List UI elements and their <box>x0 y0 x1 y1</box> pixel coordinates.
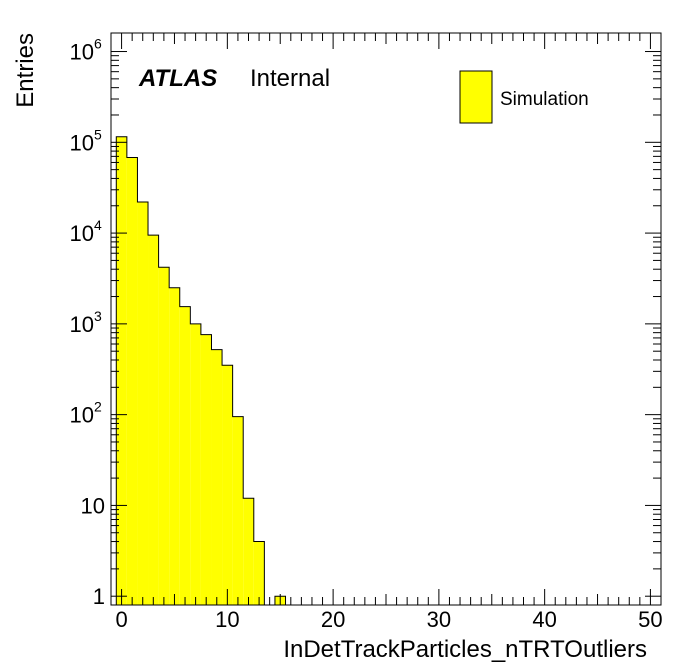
x-tick-label: 40 <box>532 607 556 632</box>
legend-label: Simulation <box>500 89 589 110</box>
y-tick-exponent: 4 <box>94 217 102 233</box>
y-tick-exponent: 2 <box>94 399 102 415</box>
bar <box>190 323 201 605</box>
bar <box>179 306 191 605</box>
y-tick-label: 1 <box>93 584 105 609</box>
bar <box>200 334 212 605</box>
bar <box>243 498 254 605</box>
internal-label: Internal <box>250 65 330 92</box>
x-tick-label: 50 <box>638 607 662 632</box>
histogram-bars <box>115 136 287 605</box>
plot-frame <box>110 32 662 606</box>
bar <box>253 541 265 605</box>
bar <box>148 235 159 605</box>
y-tick-label: 10 <box>70 403 94 428</box>
bar-outline <box>115 136 265 605</box>
x-tick-label: 20 <box>321 607 345 632</box>
bar <box>211 349 223 605</box>
axis-ticks <box>110 33 662 605</box>
y-tick-exponent: 3 <box>94 308 102 324</box>
y-tick-exponent: 5 <box>94 126 102 142</box>
bar <box>158 267 170 605</box>
atlas-label: ATLAS <box>138 65 217 92</box>
bar-fills <box>116 136 286 605</box>
y-tick-exponent: 6 <box>94 36 102 52</box>
bar <box>137 202 149 605</box>
y-tick-label: 10 <box>70 40 94 65</box>
bar <box>232 416 244 605</box>
bar <box>126 157 138 605</box>
legend-swatch <box>459 70 493 124</box>
x-tick-labels: 0 10 20 30 40 50 <box>115 607 662 632</box>
y-tick-label: 10 <box>70 130 94 155</box>
bar <box>169 287 180 605</box>
x-tick-label: 0 <box>115 607 127 632</box>
y-tick-label: 10 <box>70 312 94 337</box>
y-axis-title: Entries <box>12 33 39 108</box>
x-tick-label: 10 <box>215 607 239 632</box>
x-axis-title: InDetTrackParticles_nTRTOutliers <box>283 636 647 663</box>
bar <box>116 136 127 605</box>
y-tick-label: 10 <box>70 221 94 246</box>
bar <box>222 365 233 605</box>
y-tick-label: 10 <box>81 493 105 518</box>
x-tick-label: 30 <box>427 607 451 632</box>
